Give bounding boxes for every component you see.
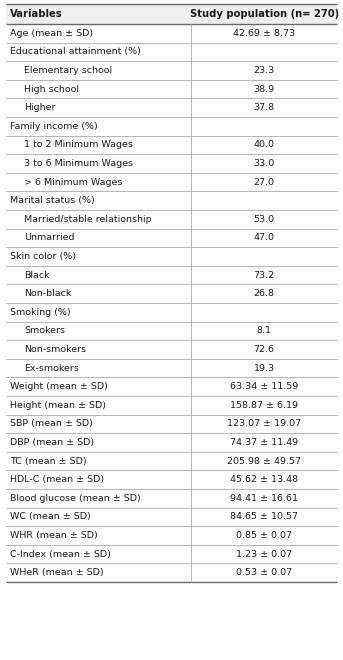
Text: Non-smokers: Non-smokers: [24, 345, 86, 354]
Text: 8.1: 8.1: [257, 327, 272, 335]
Text: 63.34 ± 11.59: 63.34 ± 11.59: [230, 382, 298, 391]
Text: Height (mean ± SD): Height (mean ± SD): [10, 401, 106, 410]
Text: 0.53 ± 0.07: 0.53 ± 0.07: [236, 568, 292, 578]
Text: 27.0: 27.0: [254, 178, 275, 187]
Text: C-Index (mean ± SD): C-Index (mean ± SD): [10, 550, 111, 558]
Text: 19.3: 19.3: [253, 364, 275, 373]
Text: 1.23 ± 0.07: 1.23 ± 0.07: [236, 550, 292, 558]
Text: WC (mean ± SD): WC (mean ± SD): [10, 512, 91, 521]
Text: 26.8: 26.8: [254, 289, 275, 298]
Text: WHeR (mean ± SD): WHeR (mean ± SD): [10, 568, 104, 578]
Text: Married/stable relationship: Married/stable relationship: [24, 214, 152, 224]
Text: 123.07 ± 19.07: 123.07 ± 19.07: [227, 419, 301, 428]
Text: Non-black: Non-black: [24, 289, 71, 298]
Text: 33.0: 33.0: [253, 159, 275, 168]
Text: Skin color (%): Skin color (%): [10, 252, 76, 261]
Text: 47.0: 47.0: [254, 234, 275, 242]
Text: Educational attainment (%): Educational attainment (%): [10, 48, 141, 56]
Text: Elementary school: Elementary school: [24, 66, 112, 75]
Text: Black: Black: [24, 271, 50, 280]
Text: Marital status (%): Marital status (%): [10, 196, 95, 205]
Text: 53.0: 53.0: [253, 214, 275, 224]
Text: HDL-C (mean ± SD): HDL-C (mean ± SD): [10, 475, 104, 484]
Text: Smokers: Smokers: [24, 327, 65, 335]
Text: Family income (%): Family income (%): [10, 122, 98, 131]
Text: Smoking (%): Smoking (%): [10, 308, 71, 317]
Text: WHR (mean ± SD): WHR (mean ± SD): [10, 531, 98, 540]
Text: 158.87 ± 6.19: 158.87 ± 6.19: [230, 401, 298, 410]
Text: 45.62 ± 13.48: 45.62 ± 13.48: [230, 475, 298, 484]
Text: 40.0: 40.0: [254, 141, 275, 149]
Text: 42.69 ± 8.73: 42.69 ± 8.73: [233, 29, 295, 38]
Text: Blood glucose (mean ± SD): Blood glucose (mean ± SD): [10, 494, 141, 503]
Text: 1 to 2 Minimum Wages: 1 to 2 Minimum Wages: [24, 141, 133, 149]
Text: Higher: Higher: [24, 103, 56, 112]
Text: 73.2: 73.2: [253, 271, 275, 280]
Text: 23.3: 23.3: [253, 66, 275, 75]
Text: SBP (mean ± SD): SBP (mean ± SD): [10, 419, 93, 428]
Text: High school: High school: [24, 84, 79, 94]
Text: Ex-smokers: Ex-smokers: [24, 364, 79, 373]
Text: 0.85 ± 0.07: 0.85 ± 0.07: [236, 531, 292, 540]
Text: 3 to 6 Minimum Wages: 3 to 6 Minimum Wages: [24, 159, 133, 168]
Text: Variables: Variables: [10, 9, 63, 19]
Text: 205.98 ± 49.57: 205.98 ± 49.57: [227, 457, 301, 465]
Text: 38.9: 38.9: [253, 84, 275, 94]
Text: 84.65 ± 10.57: 84.65 ± 10.57: [230, 512, 298, 521]
Text: > 6 Minimum Wages: > 6 Minimum Wages: [24, 178, 122, 187]
Text: Study population (n= 270): Study population (n= 270): [190, 9, 339, 19]
Text: Weight (mean ± SD): Weight (mean ± SD): [10, 382, 108, 391]
Text: DBP (mean ± SD): DBP (mean ± SD): [10, 438, 94, 447]
Text: Unmarried: Unmarried: [24, 234, 74, 242]
Bar: [6, 4, 337, 24]
Text: 94.41 ± 16.61: 94.41 ± 16.61: [230, 494, 298, 503]
Text: 72.6: 72.6: [254, 345, 275, 354]
Text: TC (mean ± SD): TC (mean ± SD): [10, 457, 87, 465]
Text: Age (mean ± SD): Age (mean ± SD): [10, 29, 93, 38]
Text: 74.37 ± 11.49: 74.37 ± 11.49: [230, 438, 298, 447]
Text: 37.8: 37.8: [253, 103, 275, 112]
